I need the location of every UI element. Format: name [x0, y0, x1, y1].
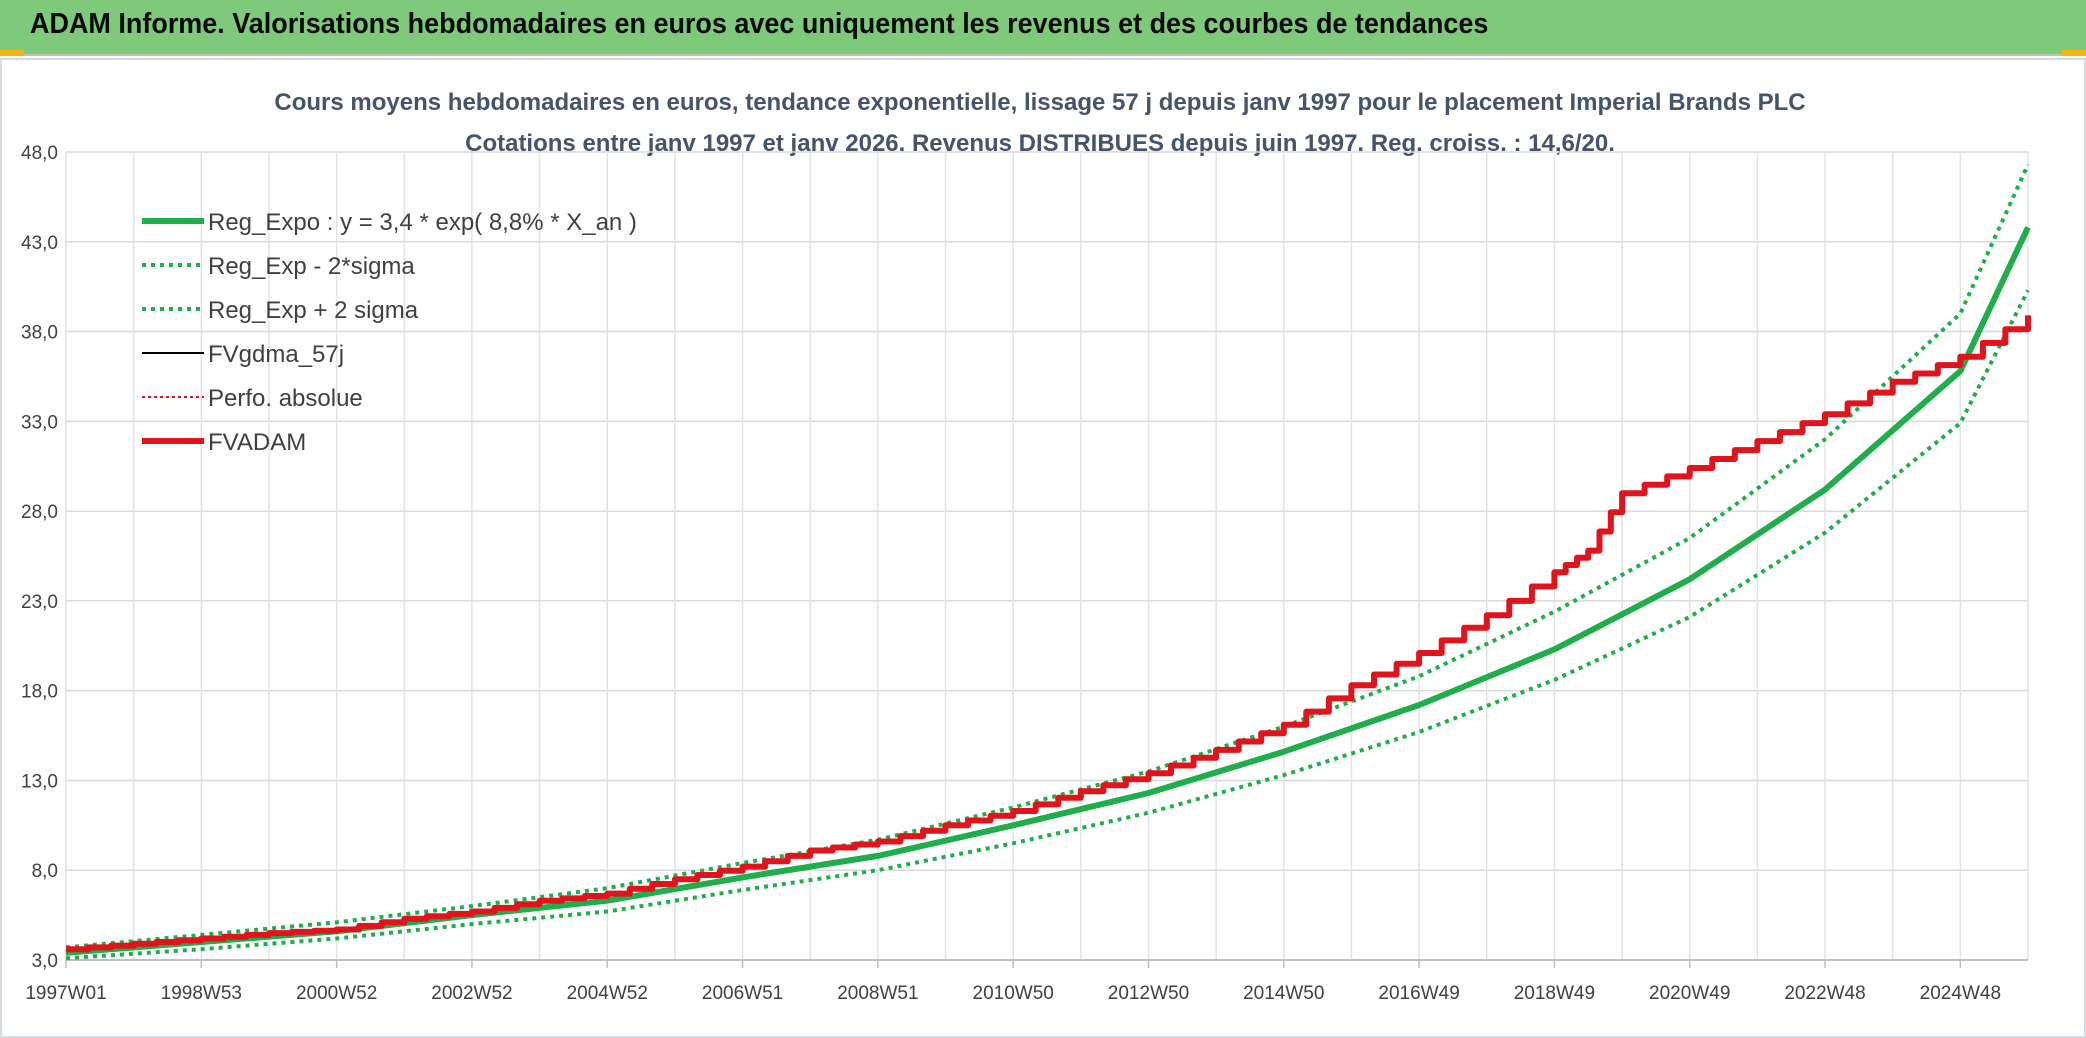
- y-tick-label: 38,0: [21, 323, 58, 344]
- legend-label: Reg_Expo : y = 3,4 * exp( 8,8% * X_an ): [208, 209, 637, 236]
- plot-area: [65, 163, 2031, 961]
- legend-label: FVgdma_57j: [208, 341, 344, 368]
- y-tick-label: 28,0: [21, 502, 58, 523]
- y-tick-label: 33,0: [21, 412, 58, 433]
- y-tick-label: 13,0: [21, 771, 58, 792]
- chart-title: Cours moyens hebdomadaires en euros, ten…: [274, 89, 1805, 116]
- y-axis: 3,0 8,0 13,0 18,0 23,0 28,0 33,0 38,0 43,0 48,0: [21, 143, 58, 972]
- x-tick-label: 2012W50: [1108, 983, 1189, 1004]
- y-tick-label: 43,0: [21, 233, 58, 254]
- corner-mark-right: [2062, 50, 2086, 56]
- series-line-2: [65, 163, 2030, 950]
- x-tick-label: 2010W50: [973, 983, 1054, 1004]
- x-tick-label: 2024W48: [1920, 983, 2001, 1004]
- x-tick-label: 2004W52: [567, 983, 648, 1004]
- x-tick-label: 2000W52: [296, 983, 377, 1004]
- grid: [65, 151, 2029, 961]
- report-banner: ADAM Informe. Valorisations hebdomadaire…: [0, 0, 2086, 56]
- x-tick-label: 2022W48: [1784, 983, 1865, 1004]
- legend-label: Reg_Exp - 2*sigma: [208, 253, 415, 280]
- x-tick-label: 1998W53: [161, 983, 242, 1004]
- y-tick-label: 18,0: [21, 682, 58, 703]
- x-tick-label: 2008W51: [837, 983, 918, 1004]
- x-tick-label: 2002W52: [431, 983, 512, 1004]
- chart-frame: [0, 58, 2086, 1038]
- x-tick-label: 2016W49: [1378, 983, 1459, 1004]
- legend-label: Perfo. absolue: [208, 385, 363, 412]
- report-title: ADAM Informe. Valorisations hebdomadaire…: [30, 8, 1489, 40]
- x-tick-label: 2006W51: [702, 983, 783, 1004]
- chart-subtitle: Cotations entre janv 1997 et janv 2026. …: [465, 130, 1615, 157]
- corner-mark-left: [0, 50, 24, 56]
- legend-label: FVADAM: [208, 429, 306, 456]
- x-tick-label: 2014W50: [1243, 983, 1324, 1004]
- x-tick-label: 2020W49: [1649, 983, 1730, 1004]
- legend: Reg_Expo : y = 3,4 * exp( 8,8% * X_an ) R…: [142, 209, 637, 456]
- legend-label: Reg_Exp + 2 sigma: [208, 297, 419, 324]
- y-tick-label: 23,0: [21, 592, 58, 613]
- y-tick-label: 3,0: [32, 951, 58, 972]
- x-axis: 1997W01 1998W53 2000W52 2002W52 2004W52 2006W…: [25, 959, 2028, 1004]
- x-tick-label: 2018W49: [1514, 983, 1595, 1004]
- series-line-4: [65, 315, 2029, 951]
- y-tick-label: 8,0: [32, 861, 58, 882]
- y-tick-label: 48,0: [21, 143, 58, 164]
- x-tick-label: 1997W01: [25, 983, 106, 1004]
